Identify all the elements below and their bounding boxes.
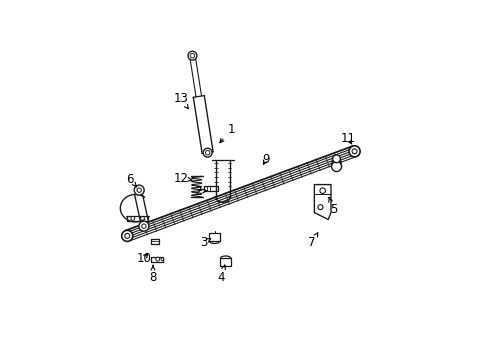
Circle shape: [131, 216, 135, 220]
Text: 1: 1: [220, 123, 234, 143]
Circle shape: [142, 224, 146, 228]
Circle shape: [137, 188, 141, 192]
Text: 8: 8: [149, 265, 157, 284]
Circle shape: [332, 155, 340, 163]
Text: 6: 6: [126, 172, 136, 187]
Text: 5: 5: [328, 198, 337, 216]
Circle shape: [140, 216, 144, 220]
Circle shape: [331, 162, 341, 172]
Text: 3: 3: [200, 236, 210, 249]
Circle shape: [161, 258, 163, 261]
Text: 11: 11: [340, 132, 355, 145]
Text: 12: 12: [173, 172, 192, 185]
Circle shape: [134, 185, 144, 195]
Text: 2: 2: [194, 185, 207, 198]
Circle shape: [187, 51, 197, 60]
Circle shape: [348, 146, 359, 157]
Circle shape: [139, 221, 148, 231]
Text: 4: 4: [217, 265, 225, 284]
Circle shape: [205, 150, 209, 155]
Circle shape: [190, 53, 194, 58]
Text: 10: 10: [136, 252, 151, 265]
Circle shape: [351, 149, 356, 154]
Circle shape: [317, 205, 322, 210]
Circle shape: [124, 233, 129, 238]
Text: 9: 9: [262, 153, 269, 166]
Circle shape: [156, 257, 160, 261]
Circle shape: [122, 230, 133, 242]
Text: 7: 7: [307, 233, 317, 249]
Circle shape: [203, 148, 212, 157]
Text: 13: 13: [173, 92, 188, 109]
Circle shape: [319, 188, 325, 193]
